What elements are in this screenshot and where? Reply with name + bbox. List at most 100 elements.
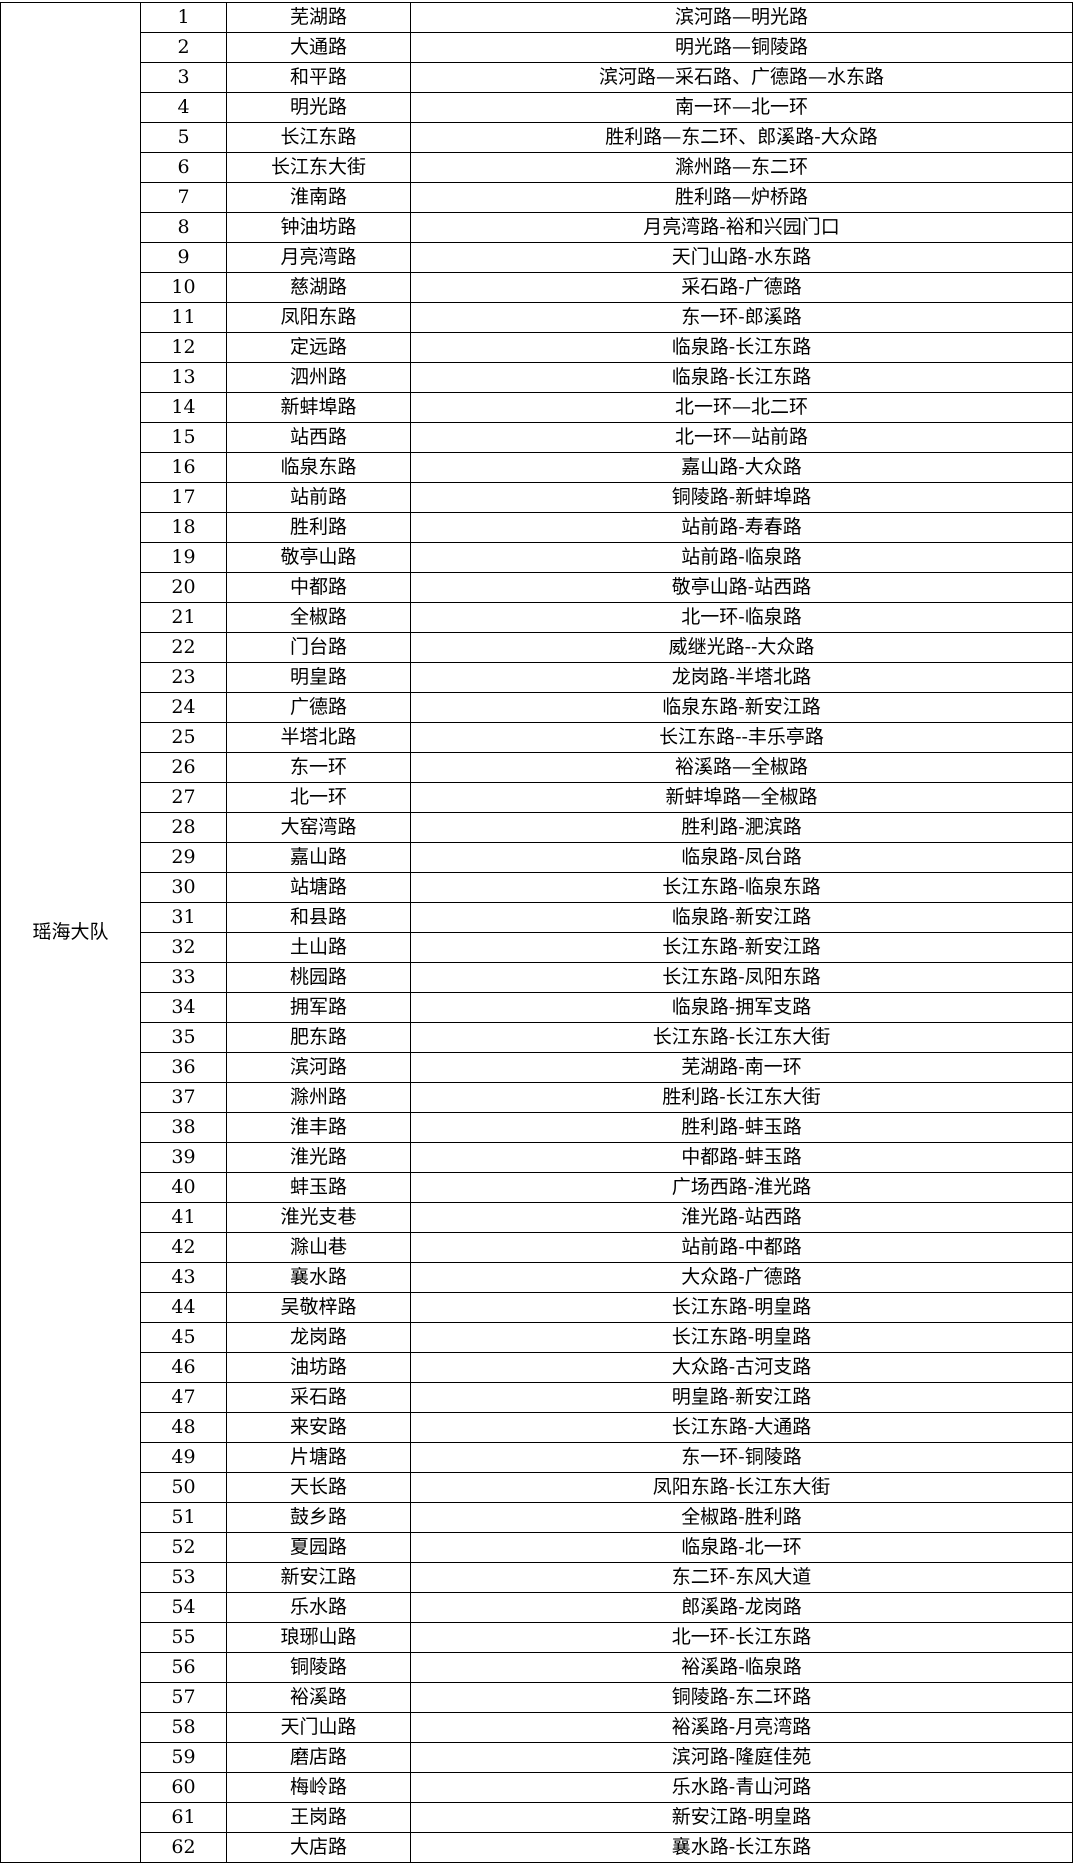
road-name: 肥东路 <box>226 1022 411 1053</box>
row-number: 33 <box>140 962 227 993</box>
road-name: 北一环 <box>226 782 411 813</box>
row-number: 50 <box>140 1472 227 1503</box>
table-row: 2 大通路 明光路—铜陵路 <box>1 32 1073 63</box>
road-name: 定远路 <box>226 332 411 363</box>
row-number: 31 <box>140 902 227 933</box>
road-range: 天门山路-水东路 <box>410 242 1073 273</box>
table-row: 9 月亮湾路 天门山路-水东路 <box>1 242 1073 273</box>
road-range: 临泉路-凤台路 <box>410 842 1073 873</box>
road-range: 铜陵路-东二环路 <box>410 1682 1073 1713</box>
row-number: 47 <box>140 1382 227 1413</box>
row-number: 27 <box>140 782 227 813</box>
road-name: 明光路 <box>226 92 411 123</box>
table-row: 4 明光路 南一环—北一环 <box>1 92 1073 123</box>
road-name: 大店路 <box>226 1832 411 1863</box>
road-range: 胜利路-淝滨路 <box>410 812 1073 843</box>
road-range: 长江东路--丰乐亭路 <box>410 722 1073 753</box>
road-range: 中都路-蚌玉路 <box>410 1142 1073 1173</box>
road-name: 和平路 <box>226 62 411 93</box>
row-number: 29 <box>140 842 227 873</box>
row-number: 8 <box>140 212 227 243</box>
row-number: 9 <box>140 242 227 273</box>
table-row: 43 襄水路 大众路-广德路 <box>1 1262 1073 1293</box>
road-range: 芜湖路-南一环 <box>410 1052 1073 1083</box>
road-name: 新安江路 <box>226 1562 411 1593</box>
table-row: 52 夏园路 临泉路-北一环 <box>1 1532 1073 1563</box>
road-range: 北一环—北二环 <box>410 392 1073 423</box>
table-row: 48 来安路 长江东路-大通路 <box>1 1412 1073 1443</box>
road-name: 凤阳东路 <box>226 302 411 333</box>
row-number: 61 <box>140 1802 227 1833</box>
road-range: 襄水路-长江东路 <box>410 1832 1073 1863</box>
road-range: 敬亭山路-站西路 <box>410 572 1073 603</box>
table-row: 7 淮南路 胜利路—炉桥路 <box>1 182 1073 213</box>
road-range: 长江东路-新安江路 <box>410 932 1073 963</box>
road-name: 琅琊山路 <box>226 1622 411 1653</box>
road-range: 东一环-铜陵路 <box>410 1442 1073 1473</box>
row-number: 23 <box>140 662 227 693</box>
table-row: 53 新安江路 东二环-东风大道 <box>1 1562 1073 1593</box>
road-range: 临泉路-新安江路 <box>410 902 1073 933</box>
row-number: 28 <box>140 812 227 843</box>
road-range: 明皇路-新安江路 <box>410 1382 1073 1413</box>
table-row: 6 长江东大街 滁州路—东二环 <box>1 152 1073 183</box>
road-range: 滁州路—东二环 <box>410 152 1073 183</box>
table-row: 27 北一环 新蚌埠路—全椒路 <box>1 782 1073 813</box>
road-range: 长江东路-明皇路 <box>410 1322 1073 1353</box>
road-name: 站西路 <box>226 422 411 453</box>
table-row: 38 淮丰路 胜利路-蚌玉路 <box>1 1112 1073 1143</box>
road-range: 长江东路-明皇路 <box>410 1292 1073 1323</box>
row-number: 30 <box>140 872 227 903</box>
road-name: 广德路 <box>226 692 411 723</box>
table-row: 12 定远路 临泉路-长江东路 <box>1 332 1073 363</box>
table-row: 62 大店路 襄水路-长江东路 <box>1 1832 1073 1863</box>
road-range: 临泉路-长江东路 <box>410 332 1073 363</box>
road-name: 半塔北路 <box>226 722 411 753</box>
table-row: 56 铜陵路 裕溪路-临泉路 <box>1 1652 1073 1683</box>
table-row: 60 梅岭路 乐水路-青山河路 <box>1 1772 1073 1803</box>
road-range: 嘉山路-大众路 <box>410 452 1073 483</box>
row-number: 60 <box>140 1772 227 1803</box>
road-name: 长江东大街 <box>226 152 411 183</box>
road-range: 裕溪路-临泉路 <box>410 1652 1073 1683</box>
road-range: 站前路-中都路 <box>410 1232 1073 1263</box>
row-number: 26 <box>140 752 227 783</box>
road-name: 裕溪路 <box>226 1682 411 1713</box>
table-row: 22 门台路 威继光路--大众路 <box>1 632 1073 663</box>
road-range: 长江东路-大通路 <box>410 1412 1073 1443</box>
road-range: 广场西路-淮光路 <box>410 1172 1073 1203</box>
table-row: 28 大窑湾路 胜利路-淝滨路 <box>1 812 1073 843</box>
road-range: 临泉路-北一环 <box>410 1532 1073 1563</box>
road-name: 淮光支巷 <box>226 1202 411 1233</box>
row-number: 59 <box>140 1742 227 1773</box>
table-row: 11 凤阳东路 东一环-郎溪路 <box>1 302 1073 333</box>
road-name: 月亮湾路 <box>226 242 411 273</box>
road-name: 泗州路 <box>226 362 411 393</box>
road-range: 滨河路—明光路 <box>410 2 1073 33</box>
road-name: 东一环 <box>226 752 411 783</box>
table-row: 61 王岗路 新安江路-明皇路 <box>1 1802 1073 1833</box>
row-number: 24 <box>140 692 227 723</box>
road-name: 淮光路 <box>226 1142 411 1173</box>
table-row: 46 油坊路 大众路-古河支路 <box>1 1352 1073 1383</box>
table-row: 24 广德路 临泉东路-新安江路 <box>1 692 1073 723</box>
row-number: 20 <box>140 572 227 603</box>
table-row: 44 吴敬梓路 长江东路-明皇路 <box>1 1292 1073 1323</box>
table-row: 36 滨河路 芜湖路-南一环 <box>1 1052 1073 1083</box>
table-row: 8 钟油坊路 月亮湾路-裕和兴园门口 <box>1 212 1073 243</box>
table-row: 58 天门山路 裕溪路-月亮湾路 <box>1 1712 1073 1743</box>
road-range: 北一环-长江东路 <box>410 1622 1073 1653</box>
row-number: 38 <box>140 1112 227 1143</box>
road-range: 新安江路-明皇路 <box>410 1802 1073 1833</box>
row-number: 7 <box>140 182 227 213</box>
road-range: 铜陵路-新蚌埠路 <box>410 482 1073 513</box>
road-name: 滁山巷 <box>226 1232 411 1263</box>
table-row: 50 天长路 凤阳东路-长江东大街 <box>1 1472 1073 1503</box>
row-number: 13 <box>140 362 227 393</box>
row-number: 25 <box>140 722 227 753</box>
road-range: 北一环—站前路 <box>410 422 1073 453</box>
table-row: 34 拥军路 临泉路-拥军支路 <box>1 992 1073 1023</box>
road-name: 明皇路 <box>226 662 411 693</box>
